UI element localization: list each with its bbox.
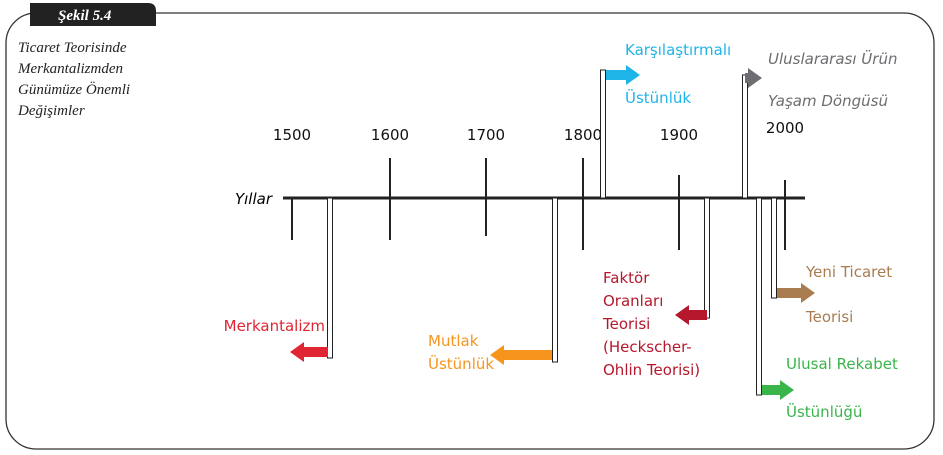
title: Ticaret Teorisinde Merkantalizmden Günüm… [17,40,130,119]
event-arrow [777,283,815,303]
year-label: 1700 [467,126,505,144]
axis-label: Yıllar [235,190,273,208]
title-line: Değişimler [17,103,85,119]
event-arrow [290,342,328,362]
event-label: Yeni Ticaret [805,263,892,281]
event-label: Ohlin Teorisi) [603,361,700,379]
event-label: Faktör [603,269,650,287]
event-pole [742,74,748,199]
event-pole [552,197,558,363]
year-label: 1800 [564,126,602,144]
event-label: Merkantalizm [224,317,325,335]
event-arrow [745,68,762,88]
event-label: Ulusal Rekabet [786,355,898,373]
event-label: Üstünlüğü [786,402,862,421]
frame [5,12,935,450]
event-label: Üstünlük [428,354,494,373]
event-pole [704,197,710,319]
year-label: 1500 [273,126,311,144]
title-line: Merkantalizmden [17,61,123,77]
title-line: Ticaret Teorisinde [18,40,127,56]
event-label: Teorisi [805,308,853,326]
event-label: Karşılaştırmalı [625,41,731,59]
event-arrow [675,305,707,325]
event-label: Üstünlük [625,88,691,107]
event-label: Oranları [603,292,663,310]
event-label: Mutlak [428,332,479,350]
event-pole [756,197,762,396]
event-pole [771,197,777,299]
year-label: 2000 [766,119,804,137]
event-label: Teorisi [602,315,650,333]
event-arrow [606,65,640,85]
figure-label: Şekil 5.4 [58,8,112,24]
label-tab [30,3,156,26]
event-label: Yaşam Döngüsü [768,92,888,110]
event-arrow [490,345,552,365]
event-label: (Heckscher- [603,338,692,356]
event-pole [600,69,606,199]
event-label: Uluslararası Ürün [768,49,897,68]
year-label: 1900 [660,126,698,144]
title-line: Günümüze Önemli [18,81,130,98]
event-pole [327,197,333,359]
year-label: 1600 [371,126,409,144]
event-arrow [762,380,794,400]
